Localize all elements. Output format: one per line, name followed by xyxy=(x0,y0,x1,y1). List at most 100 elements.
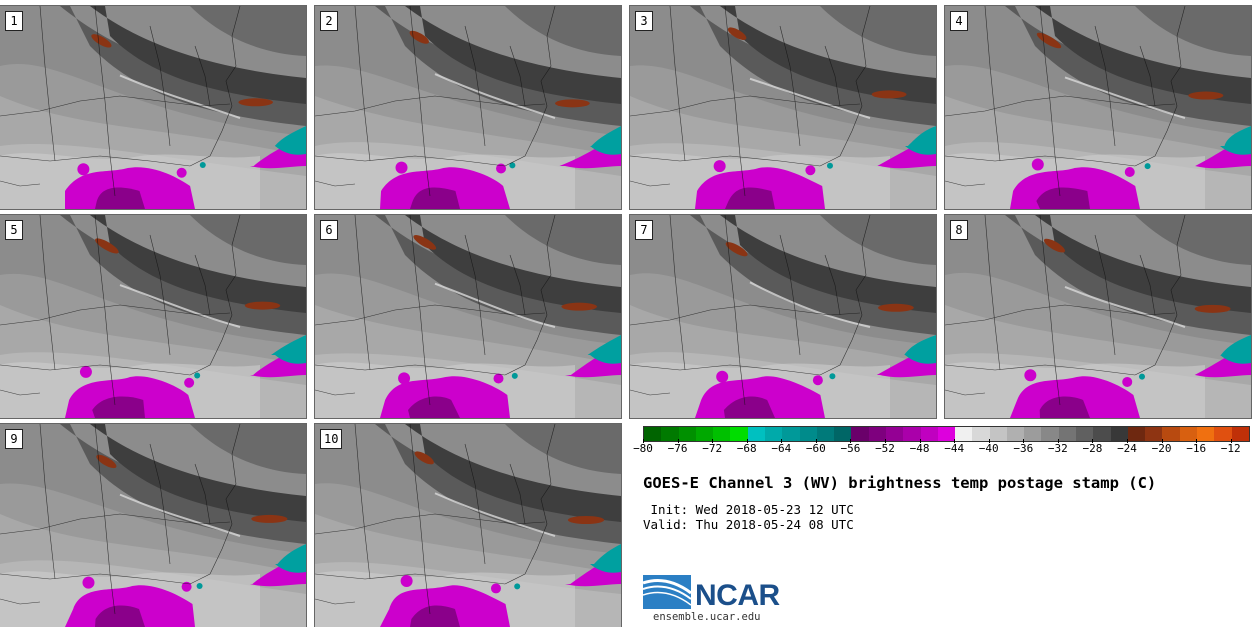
colorbar-cell xyxy=(903,427,921,441)
colorbar-cell xyxy=(834,427,852,441)
colorbar-cell xyxy=(920,427,938,441)
water-vapor-map xyxy=(315,6,621,209)
colorbar-cell xyxy=(644,427,662,441)
colorbar-cell xyxy=(972,427,990,441)
postage-stamp-panel[interactable]: 3 xyxy=(629,5,937,210)
colorbar-cell xyxy=(1179,427,1197,441)
colorbar-tick-mark xyxy=(712,439,714,443)
colorbar-tick-mark xyxy=(988,439,990,443)
panel-number-label: 9 xyxy=(5,429,23,449)
colorbar-cell xyxy=(1076,427,1094,441)
colorbar-tick-mark xyxy=(1092,439,1094,443)
colorbar-tick-label: −60 xyxy=(805,442,826,455)
valid-time: Valid: Thu 2018-05-24 08 UTC xyxy=(643,517,854,532)
colorbar-cell xyxy=(782,427,800,441)
water-vapor-map xyxy=(0,215,306,418)
panel-number-label: 5 xyxy=(5,220,23,240)
ncar-logo-icon xyxy=(643,575,691,609)
colorbar-cell xyxy=(989,427,1007,441)
colorbar-cell xyxy=(1024,427,1042,441)
colorbar xyxy=(643,426,1250,442)
panel-number-label: 4 xyxy=(950,11,968,31)
colorbar-cell xyxy=(868,427,886,441)
postage-stamp-panel[interactable]: 7 xyxy=(629,214,937,419)
colorbar-cell xyxy=(1041,427,1059,441)
water-vapor-map xyxy=(945,215,1251,418)
water-vapor-map xyxy=(0,6,306,209)
colorbar-tick-label: −32 xyxy=(1047,442,1068,455)
colorbar-cell xyxy=(678,427,696,441)
postage-stamp-panel[interactable]: 8 xyxy=(944,214,1252,419)
colorbar-tick-mark xyxy=(815,439,817,443)
ncar-logo[interactable]: NCAR ensemble.ucar.edu xyxy=(643,571,793,627)
colorbar-tick-label: −44 xyxy=(944,442,965,455)
colorbar-cell xyxy=(713,427,731,441)
colorbar-cell xyxy=(730,427,748,441)
colorbar-cell xyxy=(885,427,904,441)
colorbar-cell xyxy=(1006,427,1025,441)
colorbar-tick-mark xyxy=(643,439,644,443)
colorbar-cell xyxy=(747,427,765,441)
colorbar-tick-label: −80 xyxy=(633,442,653,455)
colorbar-tick-label: −64 xyxy=(771,442,792,455)
panel-number-label: 3 xyxy=(635,11,653,31)
postage-stamp-panel[interactable]: 10 xyxy=(314,423,622,627)
colorbar-cell xyxy=(695,427,714,441)
colorbar-tick-mark xyxy=(1127,439,1128,443)
colorbar-cell xyxy=(851,427,869,441)
panel-number-label: 2 xyxy=(320,11,338,31)
colorbar-tick-mark xyxy=(746,439,748,443)
water-vapor-map xyxy=(945,6,1251,209)
ncar-wordmark: NCAR xyxy=(695,579,780,612)
colorbar-tick-mark xyxy=(1057,439,1059,443)
water-vapor-map xyxy=(630,215,936,418)
panel-number-label: 7 xyxy=(635,220,653,240)
water-vapor-map xyxy=(315,215,621,418)
water-vapor-map xyxy=(0,424,306,627)
colorbar-tick-label: −48 xyxy=(909,442,930,455)
postage-stamp-panel[interactable]: 1 xyxy=(0,5,307,210)
colorbar-tick-label: −56 xyxy=(840,442,861,455)
colorbar-tick-mark xyxy=(1161,439,1163,443)
postage-stamp-panel[interactable]: 5 xyxy=(0,214,307,419)
colorbar-tick-label: −76 xyxy=(667,442,688,455)
colorbar-tick-mark xyxy=(1230,439,1232,443)
colorbar-cell xyxy=(1231,427,1249,441)
colorbar-tick-mark xyxy=(954,439,956,443)
colorbar-tick-label: −16 xyxy=(1186,442,1207,455)
colorbar-cell xyxy=(764,427,783,441)
panel-number-label: 6 xyxy=(320,220,338,240)
colorbar-tick-mark xyxy=(1023,439,1025,443)
colorbar-tick-label: −72 xyxy=(702,442,723,455)
colorbar-cell xyxy=(1145,427,1163,441)
colorbar-tick-mark xyxy=(781,439,783,443)
colorbar-cell xyxy=(1127,427,1146,441)
colorbar-cell xyxy=(937,427,956,441)
colorbar-tick-label: −52 xyxy=(875,442,895,455)
postage-stamp-panel[interactable]: 9 xyxy=(0,423,307,627)
colorbar-cell xyxy=(955,427,973,441)
init-time: Init: Wed 2018-05-23 12 UTC xyxy=(643,502,854,517)
colorbar-ticks: −80 −76 −72 −68 −64 −60 −56 −52 −48 −44 −40 −36 −32 −… xyxy=(633,439,1248,460)
ensemble-url[interactable]: ensemble.ucar.edu xyxy=(653,611,761,623)
panel-number-label: 1 xyxy=(5,11,23,31)
colorbar-tick-mark xyxy=(919,439,921,443)
colorbar-tick-label: −20 xyxy=(1151,442,1172,455)
colorbar-tick-mark xyxy=(677,439,679,443)
colorbar-cell xyxy=(799,427,817,441)
colorbar-tick-label: −12 xyxy=(1220,442,1241,455)
postage-stamp-panel[interactable]: 6 xyxy=(314,214,622,419)
colorbar-cell xyxy=(816,427,835,441)
postage-stamp-panel[interactable]: 2 xyxy=(314,5,622,210)
water-vapor-map xyxy=(315,424,621,627)
panel-number-label: 10 xyxy=(320,429,343,449)
colorbar-tick-label: −36 xyxy=(1013,442,1034,455)
colorbar-tick-mark xyxy=(885,439,886,443)
colorbar-cell xyxy=(1058,427,1077,441)
panel-number-label: 8 xyxy=(950,220,968,240)
colorbar-cell xyxy=(1162,427,1180,441)
figure-title: GOES-E Channel 3 (WV) brightness temp po… xyxy=(643,474,1157,492)
postage-stamp-panel[interactable]: 4 xyxy=(944,5,1252,210)
colorbar-tick-label: −28 xyxy=(1082,442,1103,455)
colorbar-cell xyxy=(1197,427,1215,441)
